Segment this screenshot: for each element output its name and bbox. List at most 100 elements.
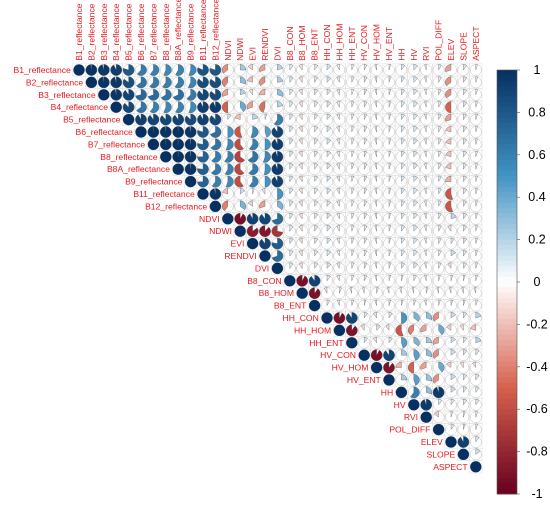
correlation-pie (432, 312, 445, 324)
pie-slice (445, 138, 452, 145)
pie-slice (296, 275, 308, 287)
correlation-pie (469, 336, 482, 349)
pie-slice (426, 349, 432, 358)
correlation-pie (432, 64, 445, 76)
correlation-pie (445, 349, 457, 362)
column-label: B8_ENT (310, 28, 320, 61)
pie-slice (374, 225, 377, 232)
correlation-pie (296, 101, 309, 114)
correlation-pie (296, 212, 309, 225)
pie-slice (197, 89, 209, 101)
pie-slice (383, 374, 395, 386)
pie-slice (374, 76, 377, 83)
pie-slice (326, 237, 332, 245)
correlation-pie (420, 188, 433, 200)
correlation-pie (395, 287, 408, 300)
pie-slice (209, 89, 222, 101)
pie-slice (450, 399, 455, 406)
pie-slice (424, 188, 427, 195)
pie-slice (413, 374, 420, 386)
pie-slice (450, 213, 457, 220)
pie-slice (326, 275, 331, 282)
pie-slice (351, 275, 355, 281)
correlation-pie (432, 336, 445, 349)
correlation-pie (234, 113, 247, 126)
correlation-pie (445, 237, 457, 250)
pie-slice (314, 237, 319, 245)
pie-slice (472, 361, 476, 369)
correlation-pie (445, 212, 457, 225)
pie-slice (122, 89, 135, 101)
correlation-pie (445, 423, 457, 436)
correlation-pie (370, 175, 383, 188)
pie-slice (424, 163, 427, 170)
correlation-pie (296, 126, 309, 138)
pie-outline (407, 398, 420, 411)
pie-slice (326, 101, 332, 108)
correlation-pie (221, 163, 234, 176)
correlation-pie (469, 374, 482, 386)
pie-slice (249, 175, 259, 188)
correlation-pie (469, 436, 482, 448)
colorbar-segment (497, 409, 517, 415)
colorbar-tick-label: 0 (534, 275, 541, 289)
pie-outline (333, 324, 346, 337)
pie-slice (163, 64, 172, 76)
pie-slice (438, 138, 442, 145)
correlation-pie (221, 126, 234, 138)
pie-slice (364, 175, 368, 182)
correlation-pie (321, 200, 333, 213)
pie-slice (475, 76, 478, 83)
correlation-pie (197, 64, 209, 76)
pie-slice (388, 312, 393, 319)
correlation-pie (383, 274, 395, 287)
pie-slice (445, 200, 453, 213)
correlation-pie (370, 287, 383, 300)
correlation-pie (445, 287, 457, 300)
pie-slice (401, 312, 408, 324)
correlation-pie (110, 64, 123, 76)
correlation-pie (469, 262, 482, 275)
correlation-pie (457, 88, 470, 101)
pie-slice (240, 200, 246, 210)
correlation-pie (432, 101, 445, 114)
correlation-pie (407, 175, 420, 188)
correlation-pie (445, 262, 457, 275)
correlation-pie (407, 398, 420, 411)
correlation-pie (197, 150, 209, 163)
correlation-pie (469, 287, 482, 300)
correlation-pie (469, 237, 482, 250)
correlation-pie (407, 324, 420, 337)
correlation-pie (370, 299, 383, 312)
correlation-pie (246, 163, 259, 176)
correlation-pie (395, 212, 408, 225)
correlation-pie (234, 175, 247, 188)
correlation-pie (445, 312, 457, 324)
pie-slice (445, 163, 452, 170)
correlation-pie (457, 200, 470, 213)
pie-slice (374, 101, 377, 108)
correlation-pie (469, 188, 482, 200)
correlation-pie (221, 76, 234, 89)
pie-slice (475, 423, 478, 430)
pie-slice (298, 225, 303, 232)
correlation-pie (370, 163, 383, 176)
correlation-pie (358, 349, 371, 362)
column-label: HV (409, 49, 419, 61)
correlation-pie (283, 175, 296, 188)
correlation-pie (469, 138, 482, 151)
correlation-pie (432, 411, 445, 424)
correlation-pie (122, 101, 135, 114)
correlation-pie (383, 88, 395, 101)
correlation-pie (345, 88, 358, 101)
correlation-pie (283, 237, 296, 250)
pie-slice (271, 163, 284, 175)
correlation-pie (234, 138, 247, 151)
pie-slice (388, 225, 391, 232)
row-label: B4_reflectance (51, 102, 109, 112)
row-label: HV_HOM (332, 363, 369, 373)
pie-slice (197, 163, 209, 175)
correlation-pie (296, 138, 309, 151)
pie-slice (227, 113, 232, 121)
correlation-pie (445, 274, 457, 287)
